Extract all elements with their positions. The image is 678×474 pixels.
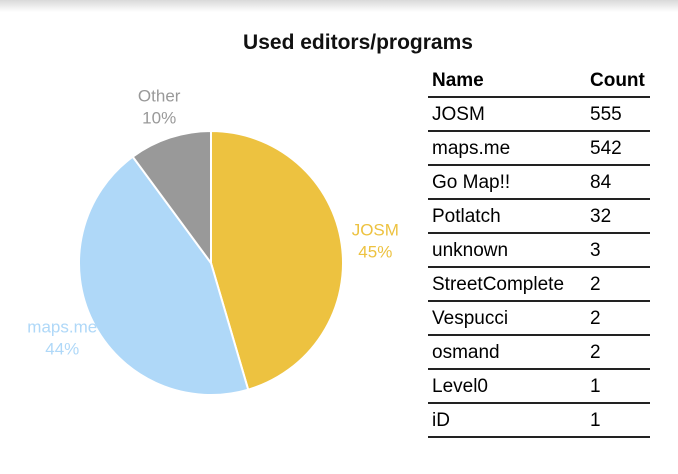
- pie-slice-maps-me: [78, 155, 250, 396]
- chart-title: Used editors/programs: [243, 31, 473, 54]
- pie-slice-josm: [210, 129, 344, 391]
- slice-label-name: maps.me: [27, 318, 97, 337]
- cell-count: 2: [586, 301, 650, 336]
- cell-count: 555: [586, 97, 650, 132]
- slice-label: maps.me 44%: [27, 318, 97, 359]
- slice-label-name: Other: [138, 86, 181, 105]
- table-row: osmand 2: [428, 335, 650, 370]
- slice-label: JOSM 45%: [352, 220, 399, 261]
- cell-name: JOSM: [428, 97, 586, 132]
- cell-name: StreetComplete: [428, 267, 586, 302]
- table-row: Potlatch 32: [428, 199, 650, 234]
- top-bar-shadow: [0, 0, 678, 12]
- table-row: JOSM 555: [428, 97, 650, 132]
- cell-name: iD: [428, 403, 586, 438]
- pie-chart: JOSM 45% maps.me 44% Other 10%: [27, 86, 399, 396]
- slice-label-percent: 10%: [142, 108, 176, 127]
- slice-label-name: JOSM: [352, 220, 399, 239]
- table-row: Level0 1: [428, 369, 650, 404]
- cell-name: unknown: [428, 233, 586, 268]
- table-row: Vespucci 2: [428, 301, 650, 336]
- cell-name: osmand: [428, 335, 586, 370]
- cell-count: 32: [586, 199, 650, 234]
- cell-count: 2: [586, 335, 650, 370]
- cell-count: 1: [586, 403, 650, 438]
- header-name: Name: [428, 68, 586, 98]
- slice-label: Other 10%: [138, 86, 181, 127]
- cell-name: Level0: [428, 369, 586, 404]
- cell-count: 1: [586, 369, 650, 404]
- cell-count: 3: [586, 233, 650, 268]
- table-header-row: Name Count: [428, 68, 650, 98]
- cell-count: 2: [586, 267, 650, 302]
- cell-name: maps.me: [428, 131, 586, 166]
- table-row: StreetComplete 2: [428, 267, 650, 302]
- cell-name: Go Map!!: [428, 165, 586, 200]
- header-count: Count: [586, 68, 650, 98]
- table-row: Go Map!! 84: [428, 165, 650, 200]
- slice-label-percent: 44%: [45, 340, 79, 359]
- table-row: maps.me 542: [428, 131, 650, 166]
- cell-count: 84: [586, 165, 650, 200]
- pie-slice-other: [131, 129, 212, 267]
- editors-table: Name Count JOSM 555 maps.me 542 Go Map!! 84…: [428, 68, 650, 438]
- table-row: unknown 3: [428, 233, 650, 268]
- cell-count: 542: [586, 131, 650, 166]
- slice-label-percent: 45%: [358, 242, 392, 261]
- cell-name: Potlatch: [428, 199, 586, 234]
- table-row: iD 1: [428, 403, 650, 438]
- cell-name: Vespucci: [428, 301, 586, 336]
